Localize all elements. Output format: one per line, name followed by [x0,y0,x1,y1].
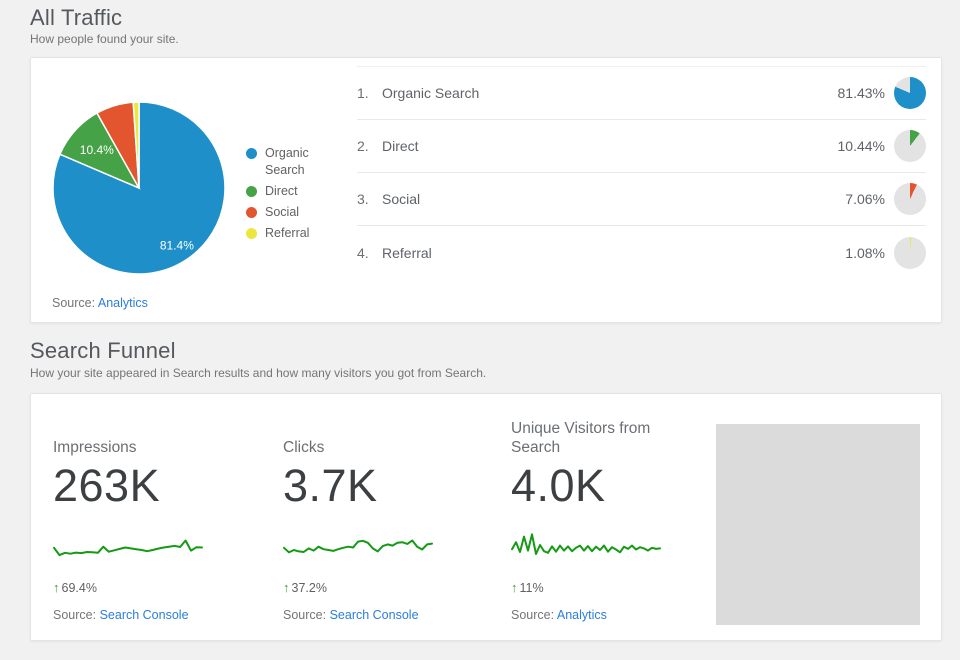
metric-source-line: Source: Search Console [53,608,189,622]
traffic-source-list: 1. Organic Search 81.43% 2. Direct 10.44% 3. So… [357,66,926,279]
metric-delta: ↑ 69.4% [53,580,97,595]
traffic-source-line: Source: Analytics [52,296,148,310]
all-traffic-title: All Traffic [30,5,123,30]
search-console-link[interactable]: Search Console [329,608,419,622]
row-label: Direct [382,138,419,154]
mini-pie-chart [894,77,926,109]
search-funnel-subtitle: How your site appeared in Search results… [30,366,487,380]
legend-item-social: Social [246,204,338,221]
pie-slice-label: 10.4% [80,143,114,157]
search-funnel-title: Search Funnel [30,338,176,363]
metric-delta: ↑ 11% [511,580,544,595]
legend-swatch-icon [246,186,257,197]
legend-swatch-icon [246,228,257,239]
legend-label: Social [265,205,300,219]
traffic-row-referral: 4. Referral 1.08% [357,226,926,279]
all-traffic-card: 81.4% 10.4% Organic Search Direct Social Ref… [30,57,942,323]
pie-slice-label: 81.4% [160,238,194,252]
row-percent: 1.08% [845,244,885,261]
search-funnel-card: Impressions 263K ↑ 69.4% Source: Search C… [30,393,942,641]
metric-value: 263K [53,460,161,511]
legend-swatch-icon [246,148,257,159]
metric-label: Impressions [53,439,137,456]
up-arrow-icon: ↑ [53,580,60,595]
traffic-row-direct: 2. Direct 10.44% [357,120,926,173]
row-rank: 3. [357,191,369,207]
up-arrow-icon: ↑ [283,580,290,595]
mini-pie-chart [894,183,926,215]
row-label: Referral [382,244,432,261]
row-rank: 1. [357,85,369,101]
pie-slice-referral [132,101,140,189]
analytics-link[interactable]: Analytics [556,608,607,622]
metric-label: Clicks [283,439,325,456]
all-traffic-subtitle: How people found your site. [30,32,179,46]
impressions-sparkline [53,539,203,557]
legend-swatch-icon [246,207,257,218]
traffic-pie-chart: 81.4% 10.4% [52,101,226,275]
legend-item-organic-search: Organic Search [246,145,338,179]
legend-item-direct: Direct [246,183,338,200]
row-rank: 2. [357,138,369,154]
unique-visitors-sparkline [511,533,661,555]
row-label: Social [382,191,421,207]
metric-value: 3.7K [283,460,378,511]
metric-source-line: Source: Search Console [283,608,419,622]
pie-chart-svg: 81.4% 10.4% [52,101,226,275]
analytics-link[interactable]: Analytics [97,296,148,310]
traffic-row-social: 3. Social 7.06% [357,173,926,226]
metric-label: Unique Visitors from Search [511,420,651,456]
row-percent: 10.44% [837,138,885,154]
legend-label: Referral [265,226,310,240]
clicks-sparkline [283,539,433,554]
source-label: Source: [52,296,96,310]
metric-source-line: Source: Analytics [511,608,607,622]
row-percent: 7.06% [845,191,885,207]
up-arrow-icon: ↑ [511,580,518,595]
mini-pie-chart [894,236,926,269]
metric-delta: ↑ 37.2% [283,580,327,595]
mini-pie-chart [894,130,926,162]
thumbnail-placeholder [716,424,920,625]
search-console-link[interactable]: Search Console [99,608,189,622]
legend-item-referral: Referral [246,225,338,242]
row-label: Organic Search [382,85,480,101]
pie-legend: Organic Search Direct Social Referral [246,145,338,246]
row-percent: 81.43% [837,85,885,101]
legend-label: Organic Search [265,146,309,177]
traffic-row-organic-search: 1. Organic Search 81.43% [357,67,926,120]
metric-value: 4.0K [511,460,606,511]
legend-label: Direct [265,184,298,198]
row-rank: 4. [357,244,369,261]
